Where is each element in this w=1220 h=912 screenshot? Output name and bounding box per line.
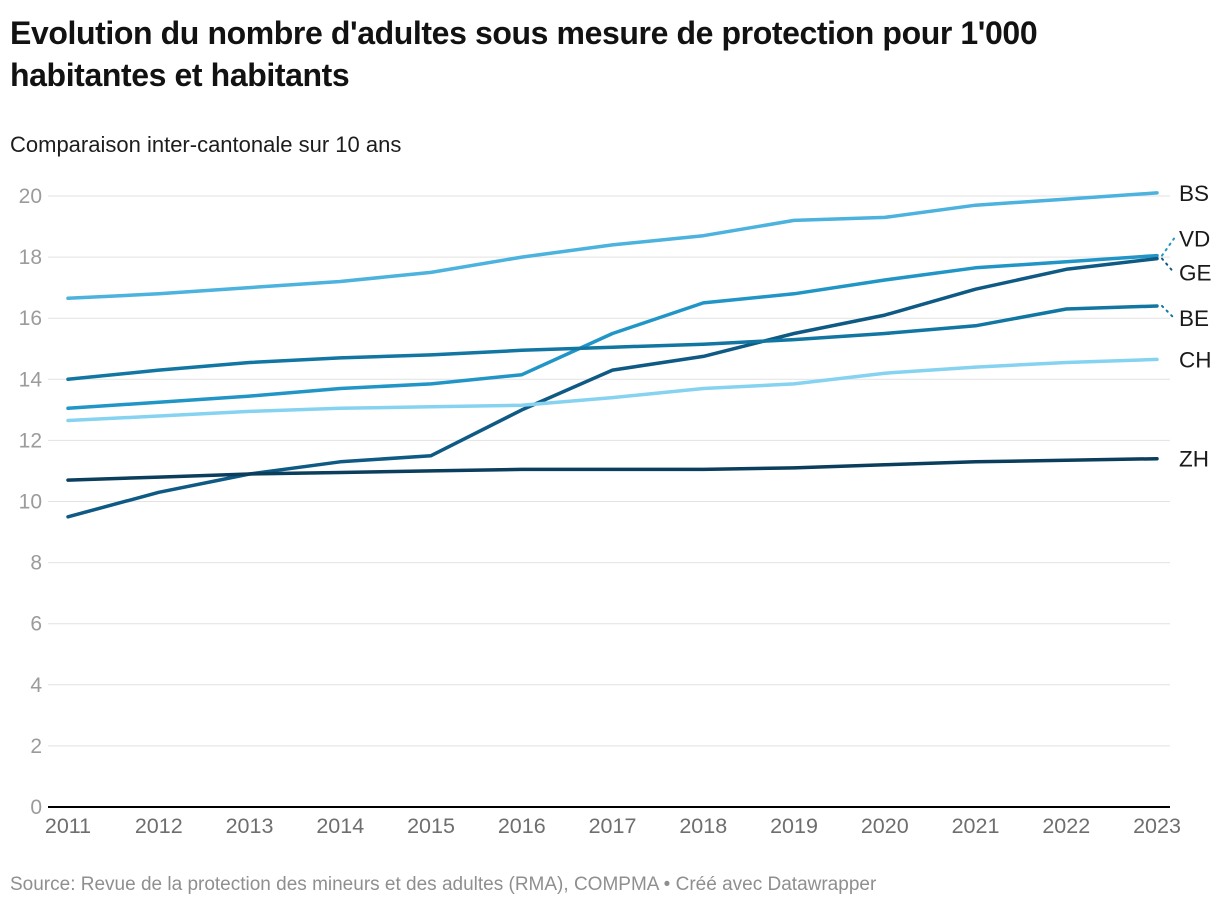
source-line: Source: Revue de la protection des mineu… <box>10 874 1210 896</box>
source-separator: • <box>658 874 676 895</box>
y-tick-label-0: 0 <box>30 796 42 819</box>
x-tick-label-2011: 2011 <box>45 814 91 838</box>
series-line-VD[interactable] <box>66 253 1159 411</box>
y-tick-label-4: 4 <box>30 674 42 697</box>
x-tick-label-2013: 2013 <box>226 814 274 838</box>
y-tick-label-8: 8 <box>30 552 42 575</box>
y-tick-label-14: 14 <box>19 368 43 391</box>
source-text: Source: Revue de la protection des mineu… <box>10 874 659 895</box>
y-tick-label-20: 20 <box>19 185 42 208</box>
x-tick-label-2022: 2022 <box>1042 814 1090 838</box>
label-leader-VD <box>1161 237 1175 257</box>
series-line-ZH[interactable] <box>66 456 1159 482</box>
y-tick-label-6: 6 <box>30 613 42 636</box>
series-label-VD[interactable]: VD <box>1179 227 1210 252</box>
series-label-BE[interactable]: BE <box>1179 306 1209 331</box>
x-tick-label-2015: 2015 <box>407 814 455 838</box>
chart-subtitle: Comparaison inter-cantonale sur 10 ans <box>10 132 402 157</box>
y-tick-label-2: 2 <box>30 735 42 758</box>
series-line-BE[interactable] <box>66 304 1159 382</box>
x-tick-label-2014: 2014 <box>316 814 364 838</box>
x-tick-label-2020: 2020 <box>861 814 909 838</box>
y-tick-label-10: 10 <box>19 491 42 514</box>
x-tick-label-2017: 2017 <box>589 814 637 838</box>
series-label-BS[interactable]: BS <box>1179 181 1209 206</box>
series-line-CH[interactable] <box>66 357 1159 423</box>
x-tick-label-2018: 2018 <box>679 814 727 838</box>
series-line-BS[interactable] <box>66 191 1159 301</box>
series-label-ZH[interactable]: ZH <box>1179 447 1209 472</box>
y-tick-label-12: 12 <box>19 429 42 452</box>
series-label-GE[interactable]: GE <box>1179 261 1212 286</box>
x-tick-label-2021: 2021 <box>952 814 1000 838</box>
y-tick-label-16: 16 <box>19 307 42 330</box>
x-tick-label-2019: 2019 <box>770 814 818 838</box>
datawrapper-credit-link[interactable]: Créé avec Datawrapper <box>675 874 877 895</box>
series-line-GE[interactable] <box>66 256 1159 519</box>
y-tick-label-18: 18 <box>19 246 42 269</box>
chart-title: Evolution du nombre d'adultes sous mesur… <box>10 15 1038 94</box>
x-tick-label-2012: 2012 <box>135 814 183 838</box>
x-tick-label-2023: 2023 <box>1133 814 1181 838</box>
label-leader-BE <box>1161 304 1175 319</box>
label-leader-GE <box>1161 257 1175 274</box>
x-tick-label-2016: 2016 <box>498 814 546 838</box>
series-label-CH[interactable]: CH <box>1179 347 1212 372</box>
